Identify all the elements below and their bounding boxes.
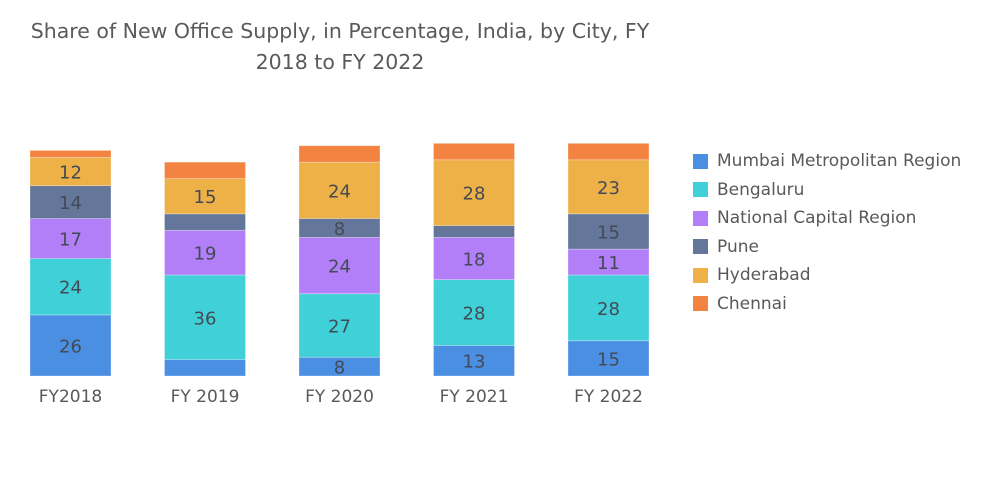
bar-fy-2019-mumbai-metropolitan-region bbox=[164, 359, 246, 377]
data-label-fy-2021-bengaluru: 28 bbox=[463, 304, 486, 325]
bar-fy-2022-bengaluru bbox=[567, 274, 650, 342]
legend-item-bengaluru: Bengaluru bbox=[693, 176, 961, 205]
stacked-bar-chart: 26 24 17 14 12 36 19 15 8 27 24 8 24 13 28 18 28 15 28 11 15… bbox=[29, 142, 650, 407]
legend-label: Chennai bbox=[717, 293, 787, 314]
chart-title-line-2: 2018 to FY 2022 bbox=[255, 50, 425, 74]
legend-label: National Capital Region bbox=[717, 208, 917, 229]
data-label-fy-2020-bengaluru: 27 bbox=[328, 316, 351, 337]
x-tick-label-fy-2020: FY 2020 bbox=[305, 387, 374, 407]
legend-label: Pune bbox=[717, 236, 759, 257]
legend-item-chennai: Chennai bbox=[693, 290, 961, 319]
data-label-fy2018-hyderabad: 12 bbox=[59, 163, 82, 184]
bar-fy-2022-mumbai-metropolitan-region bbox=[567, 340, 650, 377]
legend-swatch-chennai bbox=[693, 296, 708, 312]
data-label-fy2018-pune: 14 bbox=[59, 193, 82, 214]
data-label-fy-2019-bengaluru: 36 bbox=[194, 308, 217, 329]
legend-label: Hyderabad bbox=[717, 265, 811, 286]
bar-fy-2022-hyderabad bbox=[567, 159, 650, 215]
legend-swatch-national-capital-region bbox=[693, 210, 708, 226]
legend-label: Mumbai Metropolitan Region bbox=[717, 151, 962, 172]
bar-fy-2020-bengaluru bbox=[298, 293, 381, 358]
x-tick-label-fy-2021: FY 2021 bbox=[440, 387, 509, 407]
x-tick-label-fy-2019: FY 2019 bbox=[171, 387, 240, 407]
x-axis-labels: FY2018 FY 2019 FY 2020 FY 2021 FY 2022 bbox=[39, 387, 643, 407]
legend-label: Bengaluru bbox=[717, 179, 805, 200]
data-label-fy2018-bengaluru: 24 bbox=[59, 278, 82, 299]
legend-swatch-pune bbox=[693, 239, 708, 255]
data-label-fy-2021-hyderabad: 28 bbox=[463, 184, 486, 205]
bar-fy-2022-chennai bbox=[567, 142, 650, 161]
data-label-fy-2021-national-capital-region: 18 bbox=[463, 250, 486, 271]
data-label-fy2018-mumbai-metropolitan-region: 26 bbox=[59, 336, 82, 357]
data-label-fy-2022-pune: 15 bbox=[597, 222, 620, 243]
bar-fy-2021-national-capital-region bbox=[433, 236, 515, 281]
bar-fy-2019-bengaluru bbox=[164, 274, 246, 360]
bar-fy2018-mumbai-metropolitan-region bbox=[29, 314, 112, 377]
data-label-fy-2020-national-capital-region: 24 bbox=[328, 257, 351, 278]
data-label-fy-2022-hyderabad: 23 bbox=[597, 178, 620, 199]
bar-fy2018-chennai bbox=[29, 149, 112, 158]
legend-swatch-bengaluru bbox=[693, 182, 708, 198]
bar-fy-2020-chennai bbox=[298, 145, 381, 163]
legend: Mumbai Metropolitan Region Bengaluru Natio… bbox=[693, 147, 961, 318]
legend-item-pune: Pune bbox=[693, 233, 961, 262]
bar-fy2018-national-capital-region bbox=[29, 218, 112, 259]
data-label-fy2018-national-capital-region: 17 bbox=[59, 230, 82, 251]
chart-title: Share of New Office Supply, in Percentag… bbox=[0, 16, 680, 78]
bar-fy-2020-national-capital-region bbox=[298, 236, 381, 295]
bar-fy-2019-hyderabad bbox=[164, 178, 246, 215]
x-tick-label-fy2018: FY2018 bbox=[39, 387, 102, 407]
chart-title-line-1: Share of New Office Supply, in Percentag… bbox=[30, 19, 650, 43]
data-label-fy-2020-pune: 8 bbox=[334, 219, 345, 240]
bar-fy2018-hyderabad bbox=[29, 157, 112, 187]
bar-fy-2019-chennai bbox=[164, 161, 246, 179]
bar-fy-2021-chennai bbox=[433, 142, 515, 161]
bar-fy2018-bengaluru bbox=[29, 258, 112, 316]
data-label-fy-2022-national-capital-region: 11 bbox=[597, 253, 620, 274]
data-label-fy-2019-hyderabad: 15 bbox=[194, 187, 217, 208]
bar-fy-2020-pune bbox=[298, 218, 381, 238]
bar-fy-2021-pune bbox=[433, 225, 515, 238]
bar-fy-2019-pune bbox=[164, 213, 246, 231]
data-label-fy-2021-mumbai-metropolitan-region: 13 bbox=[463, 352, 486, 373]
legend-item-national-capital-region: National Capital Region bbox=[693, 204, 961, 233]
data-label-fy-2022-mumbai-metropolitan-region: 15 bbox=[597, 349, 620, 370]
bar-fy-2020-hyderabad bbox=[298, 161, 381, 219]
data-label-fy-2020-mumbai-metropolitan-region: 8 bbox=[334, 358, 345, 379]
legend-item-hyderabad: Hyderabad bbox=[693, 261, 961, 290]
bar-fy-2021-bengaluru bbox=[433, 279, 515, 346]
data-label-fy-2020-hyderabad: 24 bbox=[328, 181, 351, 202]
bar-fy-2021-hyderabad bbox=[433, 159, 515, 227]
bars-group: 26 24 17 14 12 36 19 15 8 27 24 8 24 13 28 18 28 15 28 11 15… bbox=[29, 142, 650, 379]
data-label-fy-2022-bengaluru: 28 bbox=[597, 299, 620, 320]
legend-item-mumbai-metropolitan-region: Mumbai Metropolitan Region bbox=[693, 147, 961, 176]
x-tick-label-fy-2022: FY 2022 bbox=[574, 387, 643, 407]
bar-fy-2022-pune bbox=[567, 213, 650, 250]
legend-swatch-hyderabad bbox=[693, 267, 708, 283]
legend-swatch-mumbai-metropolitan-region bbox=[693, 153, 708, 169]
bar-fy-2022-national-capital-region bbox=[567, 248, 650, 276]
bar-fy-2019-national-capital-region bbox=[164, 229, 246, 276]
data-label-fy-2019-national-capital-region: 19 bbox=[194, 244, 217, 265]
bar-fy-2021-mumbai-metropolitan-region bbox=[433, 345, 515, 377]
